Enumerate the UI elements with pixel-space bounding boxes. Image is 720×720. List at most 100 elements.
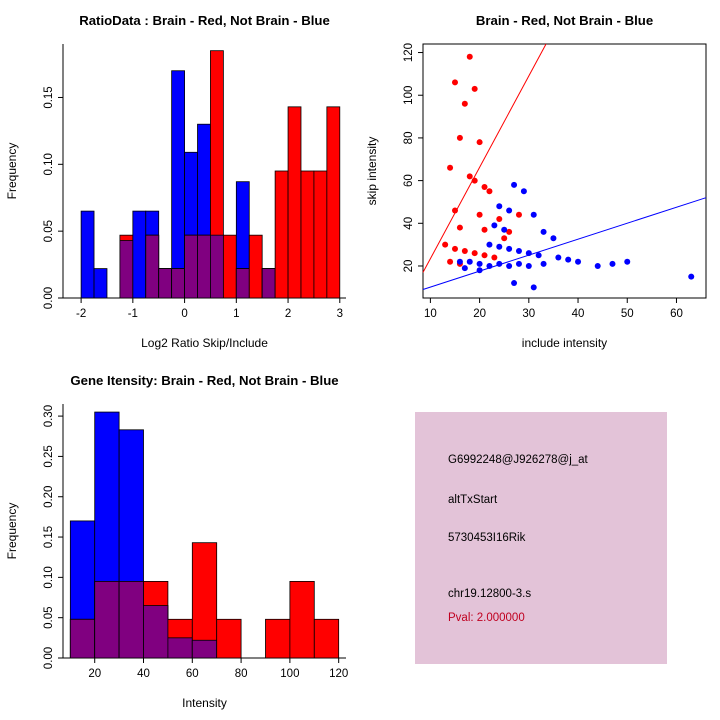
not-brain-point — [525, 250, 532, 257]
bar-not-brain — [80, 210, 95, 299]
brain-point — [471, 250, 478, 257]
bar-overlap — [184, 234, 198, 299]
not-brain-point — [550, 235, 557, 242]
y-tick-label: 0.05 — [43, 606, 55, 628]
y-tick-label: 60 — [403, 174, 415, 187]
brain-point — [486, 188, 493, 195]
brain-point — [515, 211, 522, 218]
histogram-bars — [69, 411, 340, 659]
chart-title: Brain - Red, Not Brain - Blue — [476, 13, 653, 28]
brain-point — [481, 252, 488, 259]
bar-overlap — [235, 268, 250, 299]
bar-overlap — [94, 580, 120, 659]
bar-overlap — [158, 268, 173, 299]
not-brain-points — [456, 181, 695, 291]
bar-overlap — [261, 268, 276, 299]
bar-brain — [222, 234, 237, 299]
bar-overlap — [191, 639, 218, 659]
info-panel-box: G6992248@J926278@j_at altTxStart 5730453… — [415, 412, 667, 664]
brain-point — [466, 53, 473, 60]
bar-overlap — [210, 234, 224, 299]
brain-point — [461, 248, 468, 255]
panel-intensity-scatter: Brain - Red, Not Brain - Blue include int… — [360, 0, 720, 360]
not-brain-point — [506, 262, 513, 269]
not-brain-point — [688, 273, 695, 280]
not-brain-point — [461, 265, 468, 272]
bar-brain — [191, 542, 218, 659]
brain-point — [451, 79, 458, 86]
brain-point — [461, 100, 468, 107]
brain-point — [496, 216, 503, 223]
x-axis-label: include intensity — [522, 336, 607, 350]
x-tick-label: 100 — [280, 668, 299, 680]
bar-brain — [265, 618, 291, 659]
chart-title: RatioData : Brain - Red, Not Brain - Blu… — [79, 13, 330, 28]
not-brain-point — [609, 260, 616, 267]
x-tick-label: 30 — [522, 308, 535, 320]
y-tick-label: 0.20 — [43, 486, 55, 508]
bar-overlap — [119, 240, 134, 299]
x-tick-label: 40 — [572, 308, 585, 320]
not-brain-point — [511, 181, 518, 188]
y-tick-label: 0.15 — [43, 526, 55, 548]
ratio-histogram-chart: RatioData : Brain - Red, Not Brain - Blu… — [5, 13, 346, 350]
brain-point — [447, 164, 454, 171]
bar-brain — [289, 580, 315, 659]
x-tick-label: 80 — [235, 668, 248, 680]
panel-info: G6992248@J926278@j_at altTxStart 5730453… — [360, 360, 720, 720]
not-brain-point — [511, 280, 518, 287]
x-tick-label: 2 — [285, 308, 291, 320]
not-brain-point — [624, 258, 631, 265]
not-brain-point — [501, 226, 508, 233]
not-brain-point — [594, 262, 601, 269]
not-brain-point — [496, 203, 503, 210]
x-tick-label: 40 — [137, 668, 150, 680]
bar-overlap — [143, 605, 169, 659]
brain-point — [476, 139, 483, 146]
not-brain-point — [486, 262, 493, 269]
bar-brain — [313, 618, 340, 659]
bar-brain — [248, 234, 263, 299]
not-brain-point — [486, 241, 493, 248]
histogram-bars — [80, 50, 341, 299]
chart-title: Gene Itensity: Brain - Red, Not Brain - … — [70, 373, 338, 388]
x-tick-label: 60 — [670, 308, 683, 320]
not-brain-point — [530, 284, 537, 291]
not-brain-point — [515, 248, 522, 255]
not-brain-point — [456, 258, 463, 265]
x-tick-label: 60 — [186, 668, 199, 680]
brain-point — [481, 226, 488, 233]
y-axis-label: Frequency — [5, 143, 19, 200]
not-brain-point — [496, 260, 503, 267]
not-brain-point — [535, 252, 542, 259]
bar-overlap — [167, 637, 193, 659]
brain-point — [456, 224, 463, 231]
x-tick-label: -2 — [76, 308, 86, 320]
not-brain-point — [515, 260, 522, 267]
y-tick-label: 0.05 — [43, 220, 55, 242]
y-tick-label: 100 — [403, 86, 415, 105]
y-axis-label: skip intensity — [365, 137, 379, 206]
brain-point — [501, 235, 508, 242]
not-brain-point — [506, 207, 513, 214]
bar-brain — [216, 618, 242, 659]
x-tick-label: 1 — [233, 308, 239, 320]
x-tick-label: 0 — [181, 308, 187, 320]
bar-not-brain — [132, 210, 147, 299]
pval-text: Pval: 2.000000 — [448, 612, 525, 624]
not-brain-point — [476, 260, 483, 267]
bar-overlap — [118, 580, 144, 659]
y-tick-label: 80 — [403, 132, 415, 145]
y-tick-label: 0.15 — [43, 86, 55, 108]
y-tick-label: 40 — [403, 217, 415, 230]
not-brain-point — [540, 260, 547, 267]
bar-not-brain — [171, 70, 185, 299]
bar-overlap — [171, 268, 185, 299]
not-brain-point — [575, 258, 582, 265]
y-tick-label: 120 — [403, 43, 415, 62]
bar-brain — [313, 170, 328, 299]
bar-brain — [274, 170, 289, 299]
event-type-text: altTxStart — [448, 494, 498, 506]
panel-ratio-histogram: RatioData : Brain - Red, Not Brain - Blu… — [0, 0, 360, 360]
